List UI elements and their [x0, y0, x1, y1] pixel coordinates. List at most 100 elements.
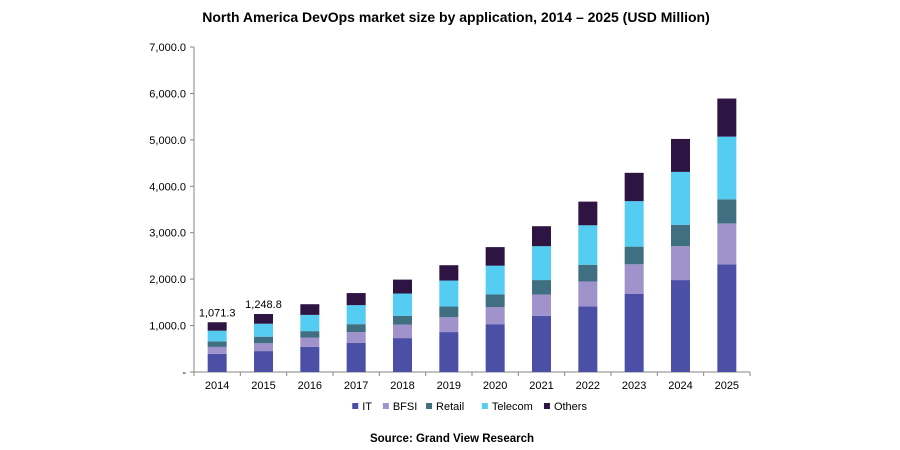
x-tick-label: 2017: [344, 380, 368, 392]
bar-segment-others: [254, 314, 273, 324]
x-tick-label: 2019: [437, 380, 461, 392]
bar-segment-it: [300, 346, 320, 372]
bar-segment-bfsi: [717, 223, 737, 265]
y-tick-label: 2,000.0: [149, 274, 186, 286]
y-tick-label: 5,000.0: [149, 135, 186, 147]
bar-segment-retail: [624, 246, 644, 265]
y-tick-label: 7,000.0: [149, 42, 186, 54]
bar-segment-bfsi: [532, 294, 551, 316]
legend-item-others: Others: [543, 401, 588, 413]
bar-segment-bfsi: [300, 337, 320, 347]
bar-segment-it: [532, 315, 551, 372]
legend-swatch: [426, 403, 433, 409]
bar-segment-retail: [532, 280, 551, 295]
bar-segment-telecom: [717, 136, 737, 200]
bar-segment-bfsi: [439, 317, 459, 333]
x-tick-label: 2015: [251, 380, 275, 392]
bar-segment-it: [346, 342, 366, 372]
bar-segment-it: [671, 280, 690, 372]
bar-segment-retail: [300, 331, 320, 338]
bar-segment-others: [439, 265, 459, 281]
legend-label: IT: [362, 401, 372, 413]
x-axis: 2014 2015 2016 2017 2018 2019 2020 2021 2022 2023…: [193, 371, 751, 392]
bar-segment-others: [624, 172, 644, 202]
bar-segment-others: [578, 201, 598, 226]
x-tick-label: 2016: [298, 380, 322, 392]
bar-total-label: 1,071.3: [199, 307, 236, 319]
bar-segment-bfsi: [624, 264, 644, 294]
bar-segment-retail: [578, 264, 598, 282]
bar-segment-it: [254, 351, 273, 372]
x-tick-label: 2022: [576, 380, 600, 392]
bar-segment-bfsi: [393, 324, 412, 339]
legend-label: Others: [554, 401, 588, 413]
y-axis: - 1,000.0 2,000.0 3,000.0 4,000.0 5,000.0 6,00…: [149, 42, 195, 379]
bar-segment-it: [578, 306, 598, 372]
bar-segment-telecom: [393, 293, 412, 316]
bar-segment-it: [717, 264, 737, 372]
y-tick-label: 1,000.0: [149, 321, 186, 333]
bar-segment-it: [624, 294, 644, 372]
bar-total-label: 1,248.8: [245, 299, 282, 311]
bar-segment-others: [485, 247, 505, 266]
legend-label: BFSI: [393, 401, 417, 413]
legend-item-it: IT: [352, 401, 372, 413]
bar-segment-it: [393, 338, 412, 372]
bar-segment-retail: [439, 306, 459, 318]
chart-source: Source: Grand View Research: [370, 433, 534, 445]
bar-segment-others: [532, 226, 551, 247]
legend-swatch: [543, 403, 550, 409]
bar-segment-telecom: [300, 314, 320, 332]
bar-segment-it: [485, 324, 505, 372]
bar-segment-others: [671, 138, 690, 172]
x-tick-label: 2021: [529, 380, 553, 392]
bar-segment-retail: [717, 199, 737, 224]
bar-segment-telecom: [207, 330, 227, 342]
bar-segment-bfsi: [207, 346, 227, 354]
x-tick-label: 2018: [390, 380, 414, 392]
bar-segment-telecom: [346, 305, 366, 325]
legend-item-retail: Retail: [426, 401, 464, 413]
chart-title: North America DevOps market size by appl…: [202, 9, 710, 25]
legend-swatch: [382, 403, 389, 409]
legend-item-telecom: Telecom: [481, 401, 533, 413]
legend: IT BFSI Retail Telecom Others: [352, 401, 587, 413]
x-tick-label: 2020: [483, 380, 507, 392]
y-tick-label: 3,000.0: [149, 228, 186, 240]
bar-segment-telecom: [532, 246, 551, 281]
y-tick-label: -: [182, 367, 186, 379]
bar-segment-others: [207, 322, 227, 331]
bar-segment-it: [207, 353, 227, 372]
bars: [207, 98, 737, 372]
legend-swatch: [352, 403, 359, 409]
legend-label: Telecom: [492, 401, 533, 413]
y-tick-label: 4,000.0: [149, 181, 186, 193]
x-tick-label: 2024: [668, 380, 692, 392]
bar-segment-telecom: [578, 225, 598, 265]
bar-segment-others: [346, 293, 366, 306]
legend-item-bfsi: BFSI: [382, 401, 417, 413]
bar-segment-others: [300, 304, 320, 315]
bar-segment-retail: [393, 315, 412, 325]
legend-label: Retail: [436, 401, 464, 413]
bar-segment-retail: [254, 336, 273, 344]
x-tick-label: 2025: [715, 380, 739, 392]
bar-segment-others: [393, 279, 412, 294]
bar-segment-telecom: [439, 280, 459, 307]
bar-segment-retail: [346, 324, 366, 333]
bar-segment-bfsi: [578, 281, 598, 307]
bar-segment-telecom: [254, 323, 273, 337]
bar-segment-bfsi: [254, 343, 273, 352]
bar-segment-telecom: [485, 265, 505, 295]
data-labels: 1,071.3 1,248.8: [199, 299, 282, 319]
bar-segment-telecom: [624, 201, 644, 247]
legend-swatch: [481, 403, 488, 409]
bar-segment-it: [439, 332, 459, 372]
bar-segment-bfsi: [346, 332, 366, 343]
bar-segment-others: [717, 98, 737, 137]
bar-segment-retail: [485, 294, 505, 307]
bar-segment-bfsi: [671, 246, 690, 281]
y-tick-label: 6,000.0: [149, 88, 186, 100]
bar-segment-retail: [671, 224, 690, 247]
